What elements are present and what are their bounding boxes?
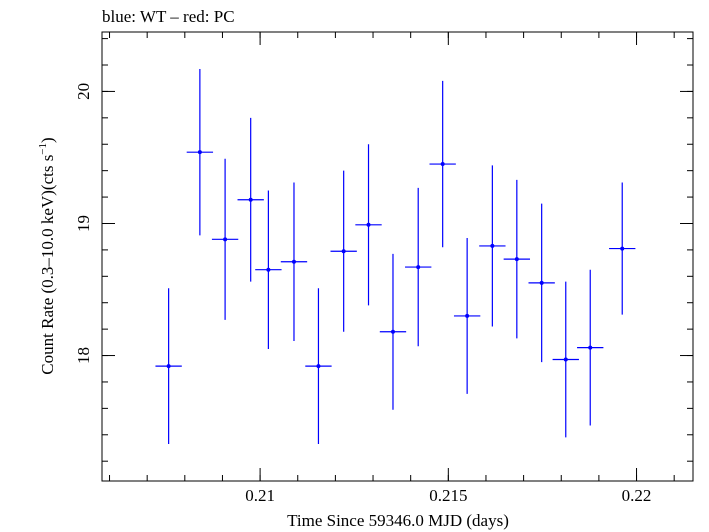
data-marker (440, 162, 445, 167)
data-point (280, 182, 308, 342)
plot-frame (101, 31, 694, 482)
data-point (305, 288, 332, 445)
data-point (155, 288, 182, 445)
data-marker (539, 280, 544, 285)
data-point (355, 144, 382, 306)
y-axis-label: Count Rate (0.3–10.0 keV)(cts s−1) (37, 137, 57, 374)
x-axis: 0.21 0.215 0.22 (109, 32, 675, 505)
data-point (211, 158, 239, 320)
data-marker (248, 197, 253, 202)
data-marker (166, 364, 171, 369)
data-point (577, 269, 604, 426)
y-axis-label-main: Count Rate (0.3–10.0 keV)(cts s (38, 155, 57, 375)
data-marker (266, 267, 271, 272)
data-series (155, 68, 636, 445)
data-point (330, 170, 357, 332)
x-tick-label: 0.215 (429, 486, 467, 505)
y-axis: 18 19 20 (74, 38, 693, 462)
data-point (379, 253, 407, 410)
data-point (429, 80, 456, 248)
data-marker (465, 313, 470, 318)
data-point (186, 68, 214, 236)
data-point (503, 179, 531, 339)
data-marker (341, 249, 346, 254)
data-point (255, 190, 282, 349)
data-marker (588, 345, 593, 350)
data-point (237, 117, 264, 282)
y-tick-label: 20 (74, 83, 93, 100)
data-marker (390, 329, 395, 334)
data-point (479, 165, 506, 327)
x-tick-label: 0.21 (245, 486, 275, 505)
x-tick-label: 0.22 (622, 486, 652, 505)
data-marker (316, 364, 321, 369)
y-tick-label: 19 (74, 215, 93, 232)
y-axis-label-unit-exponent: −1 (37, 143, 49, 155)
chart-title: blue: WT – red: PC (102, 7, 235, 26)
data-marker (514, 257, 519, 262)
data-point (453, 238, 481, 394)
data-marker (223, 237, 228, 242)
data-point (552, 281, 579, 438)
data-marker (563, 357, 568, 362)
data-point (609, 182, 636, 315)
y-tick-label: 18 (74, 347, 93, 364)
data-marker (366, 222, 371, 227)
y-axis-label-close: ) (38, 137, 57, 143)
data-marker (197, 150, 202, 155)
data-marker (291, 259, 296, 264)
data-point (528, 203, 555, 363)
x-axis-label: Time Since 59346.0 MJD (days) (287, 511, 509, 530)
data-point (405, 187, 432, 347)
data-marker (416, 265, 421, 270)
data-marker (620, 246, 625, 251)
data-marker (490, 243, 495, 248)
